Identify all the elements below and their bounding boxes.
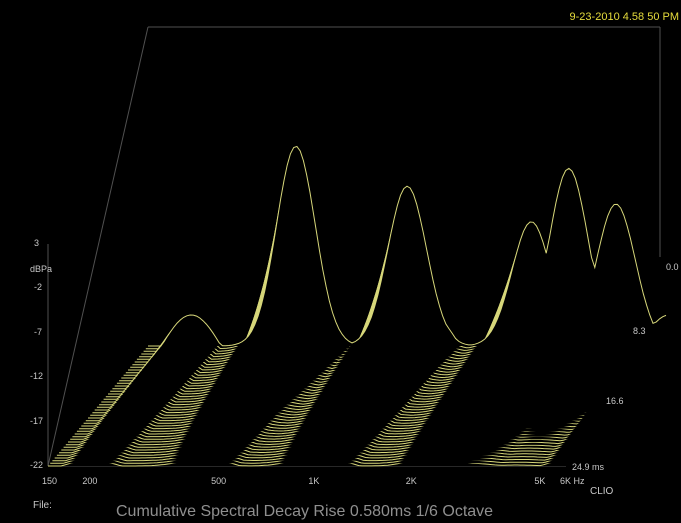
file-label: File: <box>33 500 52 511</box>
x-tick-label: 500 <box>211 476 227 486</box>
time-tick-label: 16.6 <box>606 396 624 406</box>
y-tick-label: -7 <box>34 326 43 337</box>
time-tick-label: 24.9 ms <box>572 462 605 472</box>
time-tick-label: 0.0 <box>666 262 679 272</box>
timestamp: 9-23-2010 4.58 50 PM <box>569 11 679 23</box>
y-tick-label: -22 <box>30 460 44 470</box>
x-tick-label: 1K <box>308 476 320 486</box>
chart-title: Cumulative Spectral Decay Rise 0.580ms 1… <box>116 503 494 520</box>
frame-edge <box>47 26 149 467</box>
x-tick-label: 5K <box>534 476 546 486</box>
clio-brand: CLIO <box>590 486 614 497</box>
x-tick-label: 6K Hz <box>560 476 585 486</box>
time-tick-label: 8.3 <box>633 326 646 336</box>
decay-slice-fill <box>148 146 666 346</box>
y-tick-label: -2 <box>34 282 43 293</box>
decay-slice-line <box>148 145 667 347</box>
y-tick-label: -12 <box>30 371 44 382</box>
y-unit-label: dBPa <box>30 264 53 274</box>
x-tick-label: 2K <box>405 476 417 486</box>
decay-traces <box>48 145 667 467</box>
y-tick-label: -17 <box>30 415 44 426</box>
x-tick-label: 200 <box>82 476 98 486</box>
x-tick-label: 150 <box>42 476 58 486</box>
y-tick-label: 3 <box>34 238 40 248</box>
